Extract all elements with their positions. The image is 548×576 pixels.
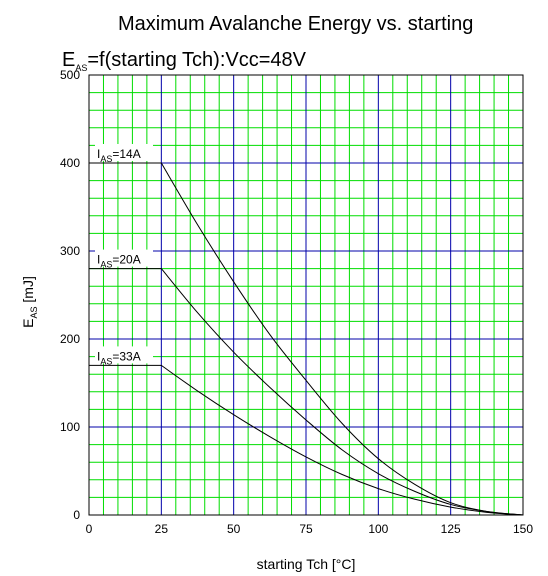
- series-label-sub: AS: [100, 356, 112, 366]
- series-label-main: I: [97, 349, 100, 363]
- x-tick-label: 100: [368, 522, 388, 536]
- series-line: [89, 268, 524, 516]
- series-label-bg: [95, 144, 153, 161]
- title-e-sub: AS: [75, 63, 87, 73]
- series-label-main: I: [97, 253, 100, 267]
- series-label-main: I: [97, 147, 100, 161]
- x-tick-label: 50: [227, 522, 241, 536]
- series-label-rest: =14A: [112, 147, 140, 161]
- series-label-rest: =33A: [112, 349, 140, 363]
- y-tick-label: 500: [60, 68, 80, 82]
- x-tick-label: 150: [513, 522, 533, 536]
- series-label-sub: AS: [100, 260, 112, 270]
- chart-title-line2: EAS=f(starting Tch):Vcc=48V: [62, 49, 307, 73]
- series-label: IAS=20A: [97, 253, 141, 270]
- x-tick-label: 0: [86, 522, 93, 536]
- ylabel-sub: AS: [29, 306, 39, 318]
- ylabel-rest: [mJ]: [20, 276, 36, 306]
- x-tick-label: 25: [155, 522, 169, 536]
- ylabel-main: E: [20, 319, 36, 328]
- y-tick-label: 100: [60, 420, 80, 434]
- y-axis-label: EAS [mJ]: [20, 276, 39, 328]
- x-tick-label: 75: [299, 522, 313, 536]
- title-e-main: E: [62, 49, 75, 71]
- plot-frame: [88, 74, 524, 516]
- series-label: IAS=14A: [97, 147, 141, 164]
- title-rest: =f(starting Tch):Vcc=48V: [87, 49, 306, 71]
- series-line: [89, 162, 524, 516]
- chart-title-line1: Maximum Avalanche Energy vs. starting: [118, 13, 473, 35]
- y-tick-label: 200: [60, 332, 80, 346]
- y-tick-labels: 0 100 200 300 400 500: [60, 68, 80, 522]
- y-tick-label: 300: [60, 244, 80, 258]
- series-line: [89, 364, 524, 516]
- x-axis-label: starting Tch [°C]: [257, 556, 356, 572]
- series-label-bg: [95, 346, 153, 364]
- major-grid: [89, 75, 523, 515]
- series-label: IAS=33A: [97, 349, 141, 366]
- curves: [89, 162, 524, 516]
- x-tick-labels: 0 25 50 75 100 125 150: [86, 522, 534, 536]
- x-tick-label: 125: [441, 522, 461, 536]
- series-label-rest: =20A: [112, 253, 140, 267]
- series-label-bg: [95, 249, 153, 267]
- y-tick-label: 400: [60, 156, 80, 170]
- series-label-sub: AS: [100, 154, 112, 164]
- y-tick-label: 0: [73, 508, 80, 522]
